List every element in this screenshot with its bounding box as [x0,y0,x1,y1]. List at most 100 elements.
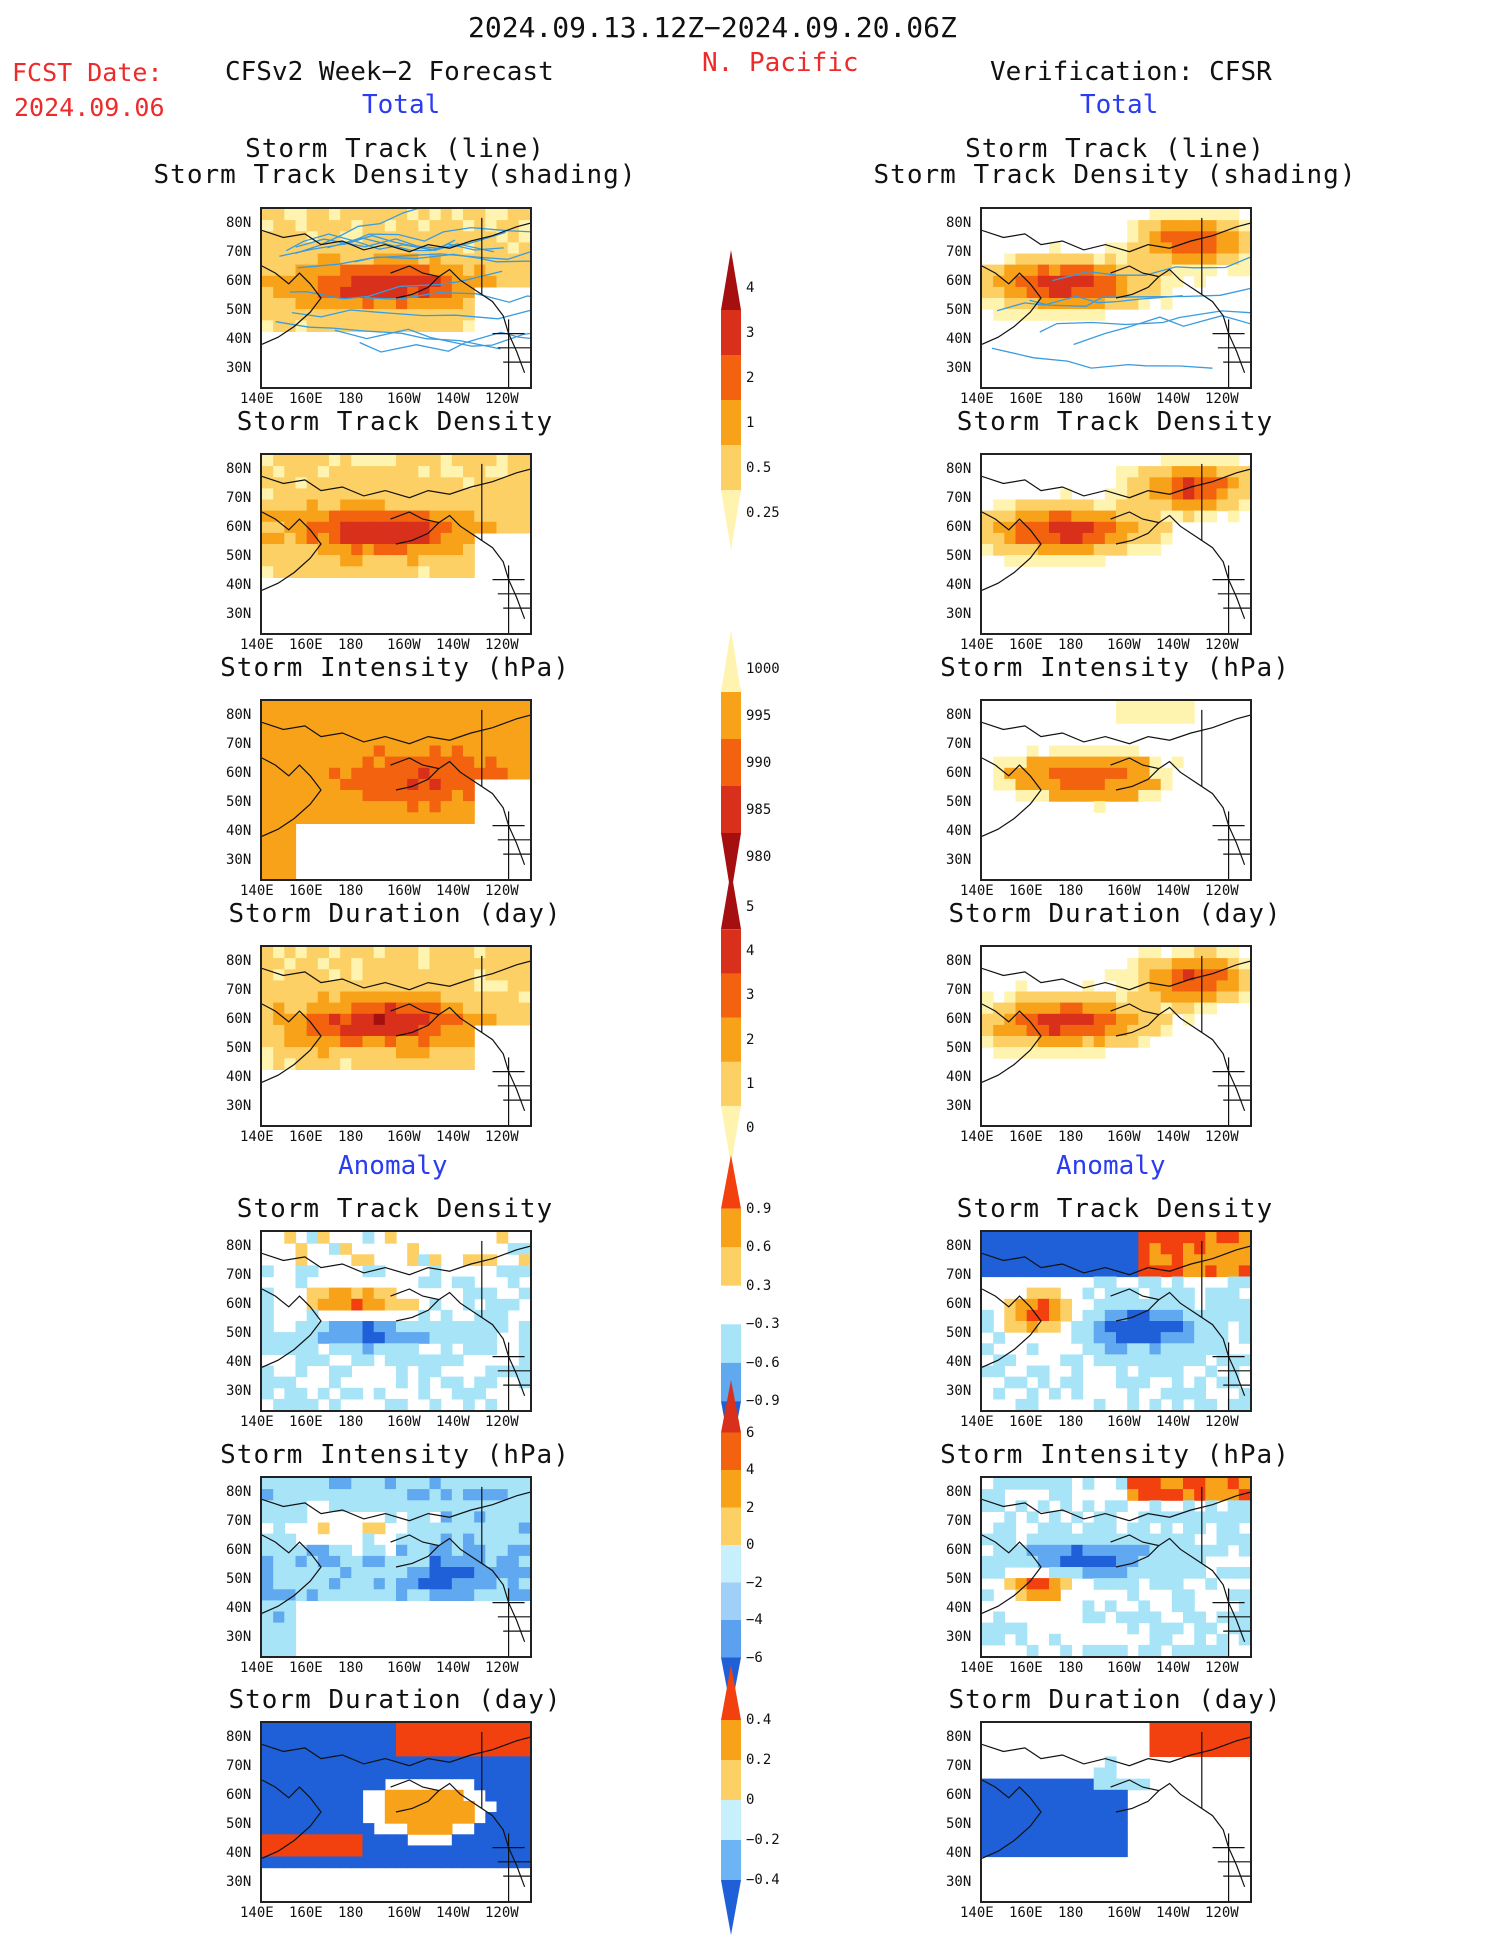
map-cell [351,1298,364,1311]
map-cell [384,1578,397,1590]
colorbar-label: 980 [746,848,772,865]
map-cell [451,778,464,791]
map-cell [1026,790,1039,802]
map-cell [1104,1756,1117,1769]
map-cell [1093,1047,1106,1059]
map-cell [418,231,431,243]
colorbar-label: 2 [746,1031,755,1048]
map-cell [485,756,498,769]
map-cell [362,555,375,567]
map-cell [518,1354,530,1367]
map-cell [396,1398,408,1410]
map-cell [451,1845,464,1858]
map-cell [373,723,386,735]
map-cell [1183,1567,1195,1579]
map-cell [384,701,397,713]
map-cell [407,466,419,478]
map-cell [1205,1002,1218,1015]
map-cell [1026,1387,1039,1400]
map-cell [1049,298,1061,310]
lon-tick-label: 160E [289,1414,323,1430]
map-cell [474,1578,486,1590]
map-cell [1026,778,1039,791]
map-cell [1004,286,1017,299]
map-cell [1082,253,1095,266]
panel-title: Storm Track Density [956,1194,1274,1224]
map-cell [407,1332,419,1344]
map-cell [1104,1533,1117,1546]
map-cell [1060,1567,1072,1579]
map-cell [396,532,408,545]
coastline [982,1534,1042,1614]
map-cell [284,1047,297,1059]
map-cell [1037,1544,1050,1557]
map-cell [384,1767,397,1780]
map-cell [1071,521,1084,534]
map-cell [329,1321,341,1333]
map-cell [362,275,375,288]
map-cell [1037,1232,1050,1244]
map-cell [1160,1309,1173,1322]
map-cell [1149,1555,1162,1568]
lon-tick-label: 140E [960,1129,994,1145]
map-cell [373,1478,386,1490]
lat-tick-label: 60N [946,1542,972,1558]
map-cell [440,1500,453,1512]
map-cell [329,521,341,534]
map-cell [1205,1309,1218,1322]
map-cell [463,1276,475,1289]
map-cell [451,510,464,523]
map-cell [1004,298,1017,310]
lat-tick-label: 50N [946,1040,972,1056]
map-cell [993,499,1005,512]
map-cell [306,1567,319,1579]
map-cell [982,1321,994,1333]
map-cell [329,1544,341,1557]
map-cell [1049,309,1061,321]
map-cell [373,1036,386,1048]
map-cell [262,734,274,747]
map-cell [1138,466,1151,478]
map-cell [440,1024,453,1037]
map-cell [1160,701,1173,713]
map-cell [284,1376,297,1389]
coastline [262,1736,530,1767]
lon-tick-label: 160W [1107,1414,1141,1430]
map-cell [1138,1478,1151,1490]
map-cell [418,1047,431,1059]
map-cell [429,1555,442,1568]
map-cell [1071,309,1084,321]
map-cell [1183,1500,1195,1512]
coastline [982,1736,1250,1767]
map-cell [507,1276,520,1289]
map-cell [1093,1013,1106,1026]
map-cell [1160,969,1173,981]
map-cell [396,778,408,791]
map-cell [362,1047,375,1059]
map-cell [1049,1002,1061,1015]
lat-tick-label: 50N [946,794,972,810]
map-cell [1071,1544,1084,1557]
lon-tick-label: 160E [289,637,323,653]
panel-subtitle: Storm Track Density (shading) [873,160,1357,190]
map-cell [273,778,285,791]
map-cell [1104,991,1117,1004]
map-cell [384,812,397,824]
map-cell [982,1834,994,1846]
map-cell [982,1589,994,1601]
map-cell [982,1489,994,1501]
lat-tick-label: 40N [946,331,972,347]
map-cell [1127,1298,1139,1311]
map-cell [306,555,319,567]
lon-tick-label: 140E [240,391,274,407]
map-cell [1049,1812,1061,1824]
map-cell [1082,745,1095,758]
map-cell [317,320,330,332]
map-cell [262,1856,274,1869]
map-cell [1015,790,1028,802]
map-cell [396,1800,408,1813]
map-cell [451,947,464,959]
map-cell [1049,521,1061,534]
map-cell [1071,555,1084,567]
map-cell [1149,1232,1162,1244]
